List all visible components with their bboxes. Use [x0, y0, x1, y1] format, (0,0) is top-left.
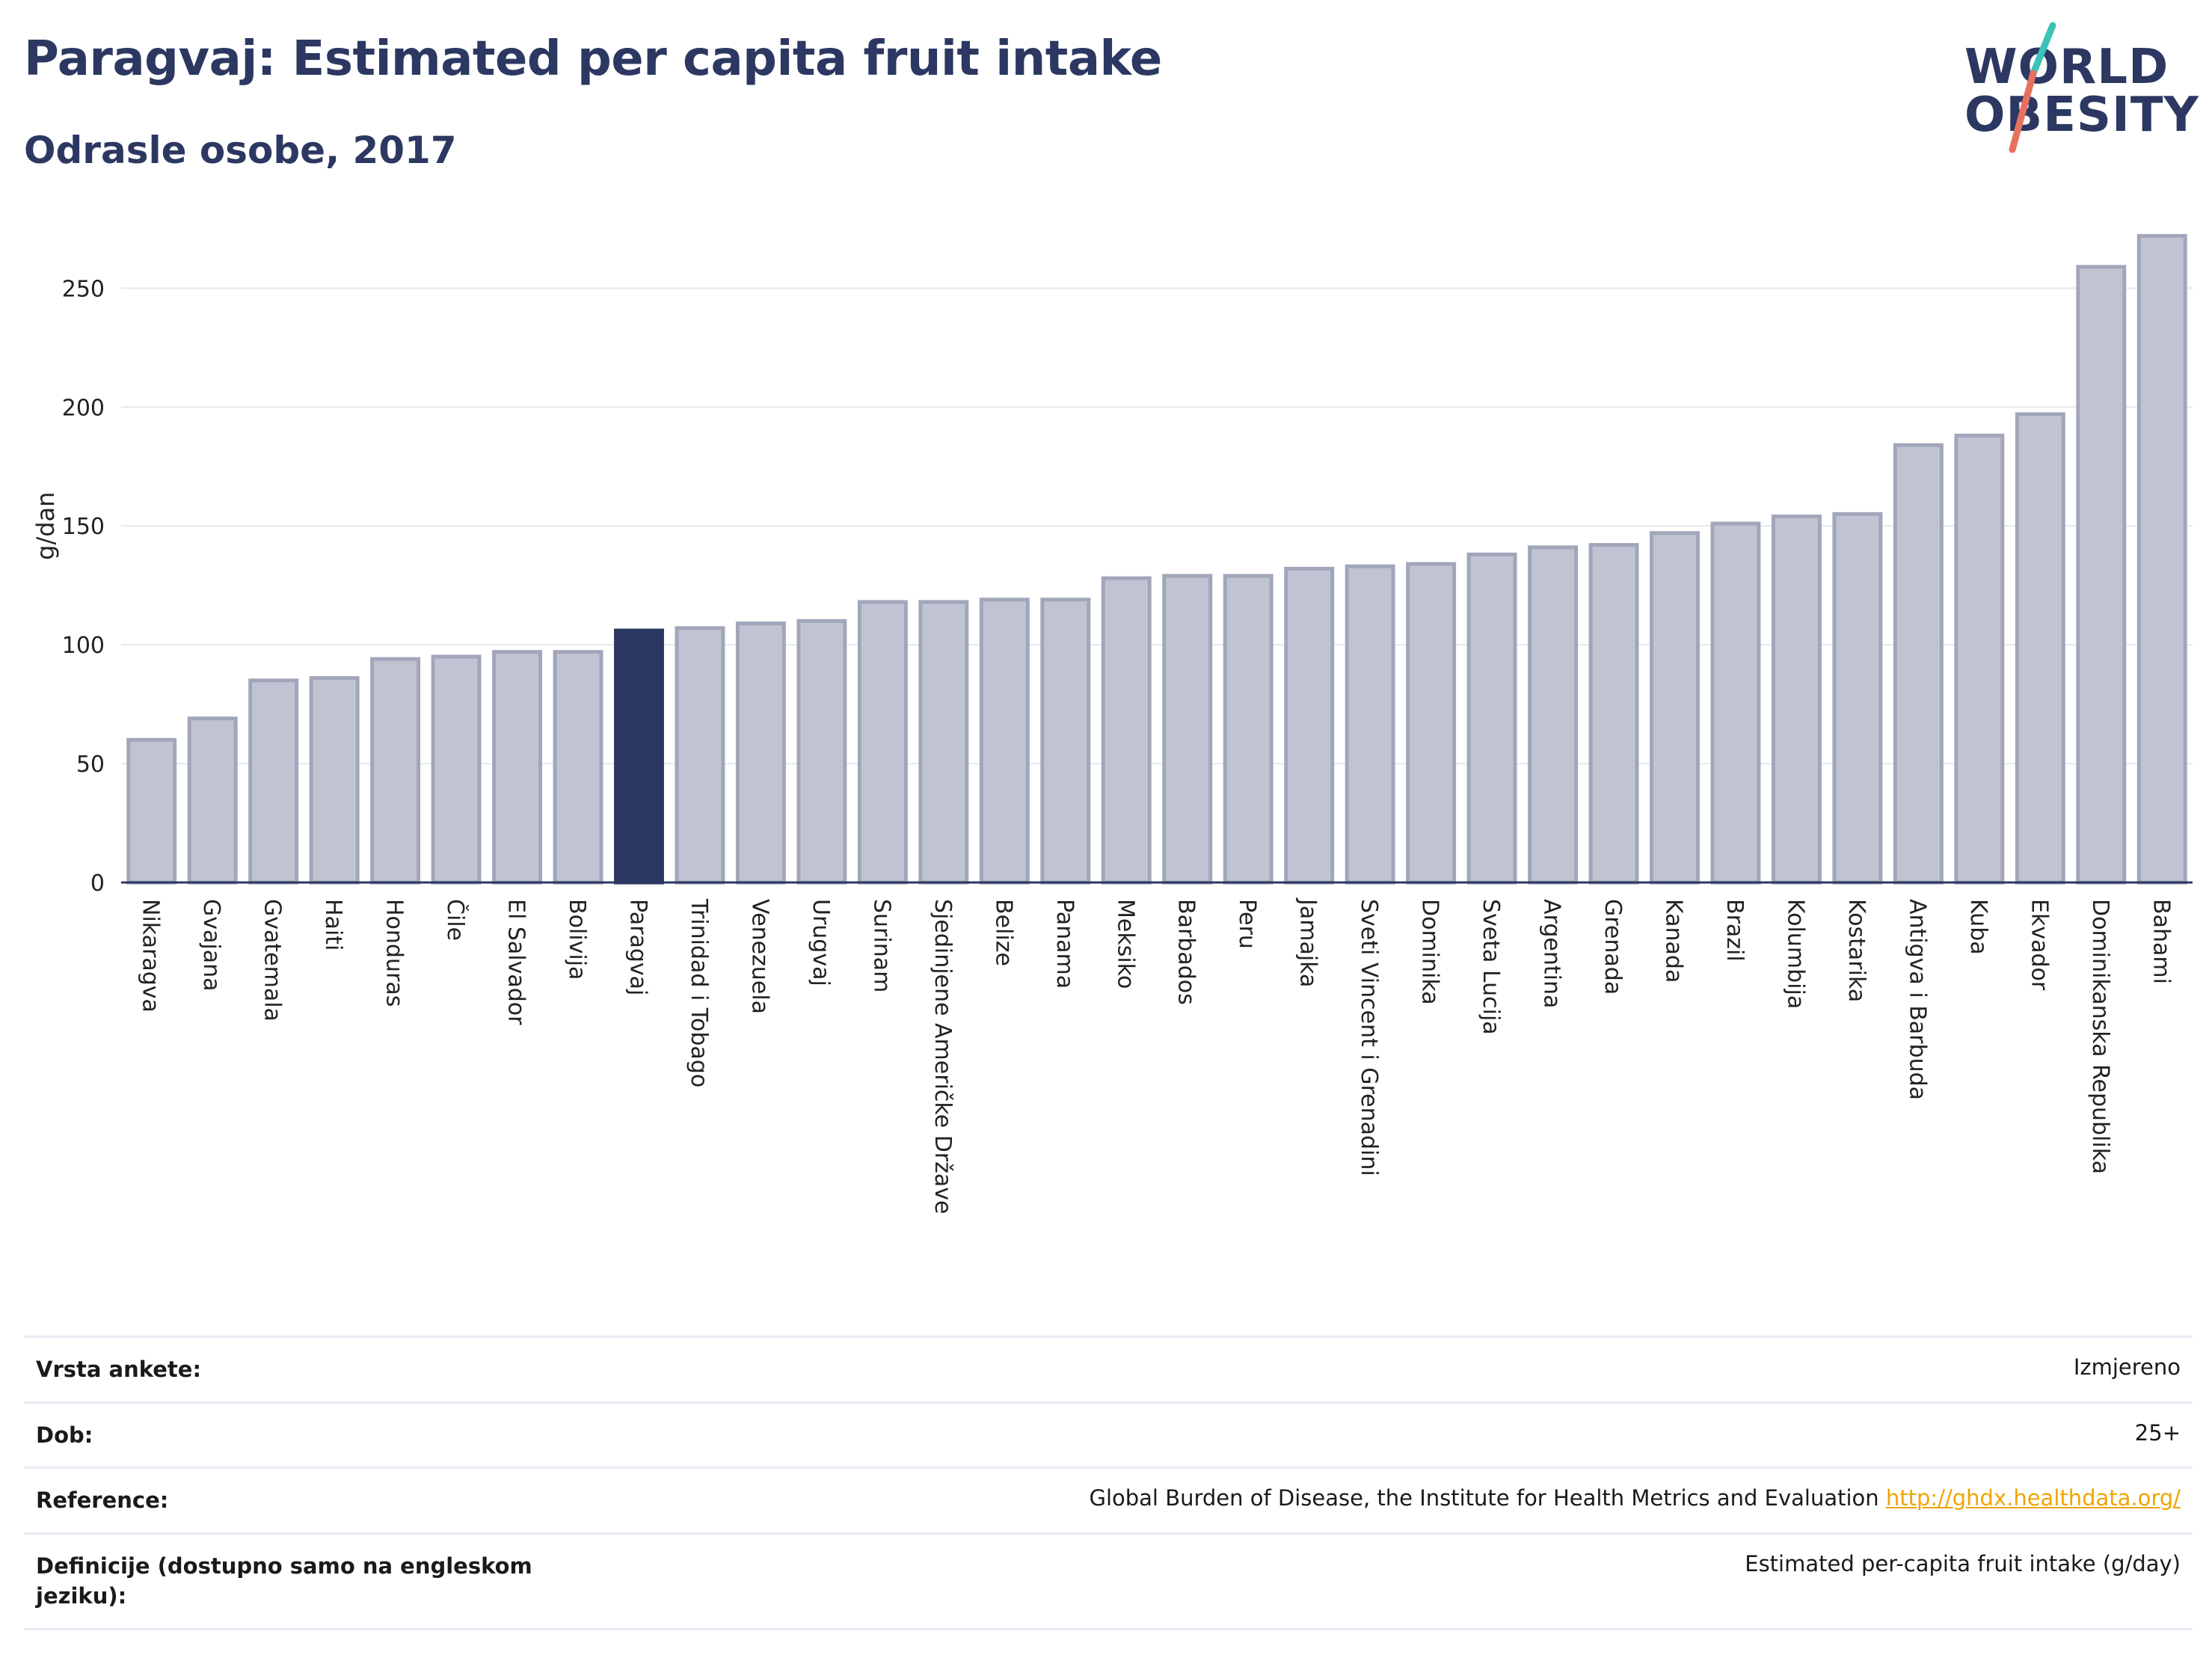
bar	[248, 678, 299, 885]
chart-subtitle: Odrasle osobe, 2017	[24, 129, 457, 172]
bar	[1893, 443, 1944, 885]
x-tick-label: Antigva i Barbuda	[1904, 899, 1930, 1100]
bar	[2015, 412, 2065, 885]
x-tick-label: Paragvaj	[625, 899, 651, 995]
x-tick-label: Kostarika	[1843, 899, 1870, 1002]
x-tick-label: Belize	[990, 899, 1016, 966]
chart-title: Paragvaj: Estimated per capita fruit int…	[24, 31, 1162, 87]
info-row-reference: Reference: Global Burden of Disease, the…	[24, 1467, 2193, 1534]
reference-link[interactable]: http://ghdx.healthdata.org/	[1885, 1485, 2181, 1511]
y-tick-label: 200	[62, 395, 105, 421]
info-label: Vrsta ankete:	[36, 1357, 202, 1382]
info-label: Definicije (dostupno samo na engleskom j…	[36, 1553, 532, 1609]
bar	[857, 600, 908, 885]
bar	[431, 654, 482, 885]
bar	[1650, 531, 1700, 885]
logo-slash-icon	[2009, 22, 2056, 153]
bar-chart: 0 50 100 150 200 250 g/dan Nikaragva Gvajana Gvat…	[31, 233, 2193, 1214]
bar	[1162, 574, 1213, 885]
logo-line-1: WORLD	[1964, 40, 2169, 95]
bar	[1101, 576, 1152, 885]
info-row-age: Dob: 25+	[24, 1402, 2193, 1468]
bar	[1954, 433, 2005, 885]
x-tick-label: Haiti	[320, 899, 346, 951]
bar	[1284, 566, 1335, 885]
x-tick-label: Sveta Lucija	[1478, 899, 1504, 1035]
x-tick-label: Argentina	[1539, 899, 1565, 1008]
x-tick-label: Grenada	[1600, 899, 1626, 995]
bar	[1771, 515, 1822, 885]
x-tick-label: Kanada	[1661, 899, 1687, 983]
info-value: Izmjereno	[2073, 1354, 2181, 1380]
info-value: Global Burden of Disease, the Institute …	[586, 1468, 2193, 1534]
info-label: Reference:	[36, 1487, 169, 1514]
bar	[126, 737, 177, 885]
x-tick-label: Sjedinjene Američke Države	[930, 899, 956, 1214]
y-axis-title: g/dan	[31, 492, 60, 560]
bar	[918, 600, 969, 885]
world-obesity-logo[interactable]: WORLD OBESITY	[1956, 21, 2202, 156]
bar	[309, 676, 360, 885]
x-tick-label: Dominika	[1417, 899, 1443, 1005]
y-tick-label: 250	[62, 276, 105, 302]
x-tick-label: Meksiko	[1112, 899, 1138, 989]
bar-highlighted	[614, 628, 664, 885]
bar	[1466, 552, 1517, 885]
bar	[979, 598, 1030, 885]
bar	[1223, 574, 1274, 885]
info-value: Estimated per-capita fruit intake (g/day…	[1745, 1550, 2181, 1576]
x-tick-label: Panama	[1051, 899, 1078, 989]
x-tick-label: Venezuela	[746, 899, 772, 1014]
x-tick-label: Čile	[442, 899, 470, 941]
bar	[492, 650, 543, 885]
x-tick-label: Peru	[1234, 899, 1260, 949]
x-tick-label: Gvajana	[198, 899, 224, 992]
info-value: 25+	[2134, 1419, 2181, 1446]
x-tick-label: Gvatemala	[259, 899, 286, 1022]
x-tick-label: Kuba	[1965, 899, 1991, 955]
info-row-survey-type: Vrsta ankete: Izmjereno	[24, 1336, 2193, 1403]
bar	[370, 657, 421, 885]
x-tick-label: Bahami	[2148, 899, 2174, 984]
bar	[1528, 545, 1579, 885]
info-row-definitions: Definicije (dostupno samo na engleskom j…	[24, 1533, 2193, 1630]
bar	[1040, 598, 1091, 885]
x-tick-label: Brazil	[1721, 899, 1748, 962]
info-table: Vrsta ankete: Izmjereno Dob: 25+ Referen…	[24, 1336, 2193, 1630]
bar	[1588, 543, 1639, 885]
y-tick-label: 0	[90, 871, 105, 897]
x-tick-label: Ekvador	[2026, 899, 2052, 991]
logo-line-2: OBESITY	[1964, 87, 2199, 143]
x-tick-label: El Salvador	[503, 899, 529, 1025]
x-tick-label: Trinidad i Tobago	[686, 898, 712, 1087]
x-tick-label: Barbados	[1173, 899, 1199, 1005]
bar	[2076, 265, 2127, 885]
info-label: Dob:	[36, 1422, 93, 1448]
reference-text: Global Burden of Disease, the Institute …	[1089, 1485, 1879, 1511]
bar	[735, 621, 786, 885]
y-tick-label: 50	[76, 752, 105, 778]
bar	[1406, 562, 1457, 885]
x-tick-label: Surinam	[868, 899, 894, 992]
bar	[675, 626, 725, 885]
x-tick-label: Bolivija	[564, 899, 590, 980]
x-tick-label: Honduras	[381, 899, 408, 1007]
bar	[2136, 233, 2187, 885]
x-tick-label: Jamajka	[1295, 897, 1321, 987]
bar	[1832, 512, 1883, 885]
y-tick-label: 150	[62, 514, 105, 540]
bar	[187, 716, 238, 885]
x-tick-label: Sveti Vincent i Grenadini	[1356, 899, 1382, 1176]
x-tick-label: Kolumbija	[1782, 899, 1808, 1009]
y-tick-label: 100	[62, 633, 105, 659]
bar	[553, 650, 603, 885]
x-tick-label: Nikaragva	[138, 899, 164, 1013]
bar	[1710, 521, 1761, 885]
x-tick-label: Dominikanska Republika	[2087, 899, 2113, 1174]
bar	[1345, 564, 1395, 885]
bar	[796, 618, 847, 885]
x-tick-label: Urugvaj	[808, 899, 834, 986]
